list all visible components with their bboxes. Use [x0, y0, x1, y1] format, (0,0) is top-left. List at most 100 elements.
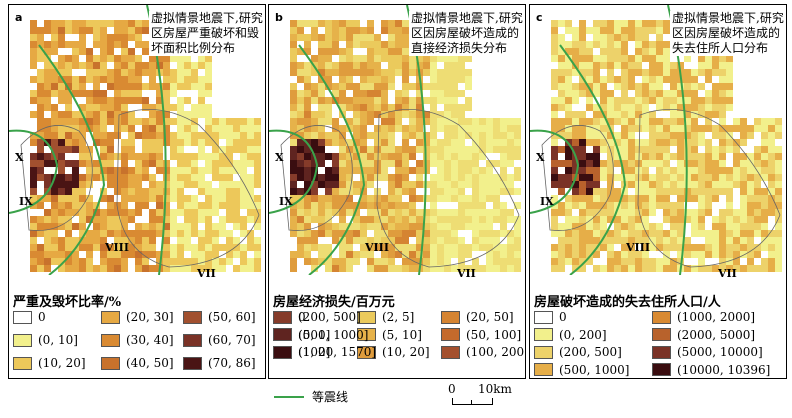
raster-cell	[451, 195, 458, 202]
raster-cell	[670, 69, 677, 76]
raster-cell	[593, 27, 600, 34]
raster-cell	[100, 41, 107, 48]
raster-cell	[149, 62, 156, 69]
raster-cell	[705, 265, 712, 272]
raster-cell	[486, 216, 493, 223]
raster-cell	[663, 62, 670, 69]
raster-cell	[332, 265, 339, 272]
raster-cell	[628, 265, 635, 272]
raster-cell	[663, 132, 670, 139]
raster-cell	[212, 132, 219, 139]
raster-cell	[79, 209, 86, 216]
raster-cell	[416, 139, 423, 146]
raster-cell	[607, 118, 614, 125]
raster-cell	[712, 160, 719, 167]
raster-cell	[740, 237, 747, 244]
raster-cell	[586, 27, 593, 34]
raster-cell	[621, 223, 628, 230]
raster-cell	[318, 258, 325, 265]
raster-cell	[628, 69, 635, 76]
legend-swatch	[441, 345, 460, 359]
raster-cell	[614, 216, 621, 223]
raster-cell	[381, 160, 388, 167]
raster-cell	[346, 237, 353, 244]
raster-cell	[614, 237, 621, 244]
raster-cell	[163, 55, 170, 62]
raster-cell	[430, 55, 437, 62]
raster-cell	[240, 167, 247, 174]
raster-cell	[254, 174, 261, 181]
raster-cell	[719, 223, 726, 230]
raster-cell	[663, 181, 670, 188]
raster-cell	[607, 55, 614, 62]
raster-cell	[191, 244, 198, 251]
raster-cell	[402, 174, 409, 181]
raster-cell	[44, 244, 51, 251]
raster-cell	[121, 167, 128, 174]
raster-cell	[381, 244, 388, 251]
raster-cell	[297, 139, 304, 146]
legend-label: (50, 100]	[466, 327, 522, 342]
raster-cell	[416, 90, 423, 97]
raster-cell	[142, 258, 149, 265]
raster-cell	[184, 167, 191, 174]
raster-cell	[649, 27, 656, 34]
raster-cell	[290, 160, 297, 167]
raster-cell	[142, 48, 149, 55]
raster-cell	[458, 118, 465, 125]
raster-cell	[388, 258, 395, 265]
raster-cell	[586, 139, 593, 146]
raster-cell	[367, 34, 374, 41]
raster-cell	[402, 55, 409, 62]
raster-cell	[635, 125, 642, 132]
raster-cell	[79, 83, 86, 90]
scale-max-label: 10km	[478, 382, 512, 396]
raster-cell	[240, 139, 247, 146]
raster-cell	[156, 216, 163, 223]
raster-cell	[698, 132, 705, 139]
raster-cell	[205, 62, 212, 69]
raster-cell	[72, 48, 79, 55]
raster-cell	[558, 181, 565, 188]
raster-cell	[149, 223, 156, 230]
raster-cell	[775, 125, 782, 132]
raster-cell	[121, 62, 128, 69]
raster-cell	[381, 41, 388, 48]
raster-cell	[593, 195, 600, 202]
raster-cell	[402, 34, 409, 41]
raster-cell	[219, 132, 226, 139]
raster-cell	[304, 223, 311, 230]
raster-cell	[177, 118, 184, 125]
raster-cell	[107, 146, 114, 153]
raster-cell	[754, 244, 761, 251]
raster-cell	[416, 244, 423, 251]
raster-cell	[318, 230, 325, 237]
raster-cell	[579, 153, 586, 160]
raster-cell	[388, 202, 395, 209]
raster-cell	[493, 188, 500, 195]
raster-cell	[240, 153, 247, 160]
raster-cell	[747, 230, 754, 237]
raster-cell	[409, 167, 416, 174]
raster-cell	[212, 265, 219, 272]
raster-cell	[121, 55, 128, 62]
raster-cell	[614, 41, 621, 48]
raster-cell	[628, 153, 635, 160]
raster-cell	[318, 62, 325, 69]
raster-cell	[128, 62, 135, 69]
raster-cell	[479, 202, 486, 209]
raster-cell	[593, 20, 600, 27]
raster-cell	[240, 244, 247, 251]
raster-cell	[191, 160, 198, 167]
raster-cell	[551, 132, 558, 139]
raster-cell	[493, 160, 500, 167]
raster-cell	[451, 104, 458, 111]
legend-item: (2000, 5000]	[652, 327, 755, 343]
raster-cell	[360, 223, 367, 230]
raster-cell	[395, 104, 402, 111]
raster-cell	[37, 230, 44, 237]
raster-cell	[360, 76, 367, 83]
raster-cell	[346, 27, 353, 34]
raster-cell	[705, 111, 712, 118]
raster-cell	[705, 202, 712, 209]
